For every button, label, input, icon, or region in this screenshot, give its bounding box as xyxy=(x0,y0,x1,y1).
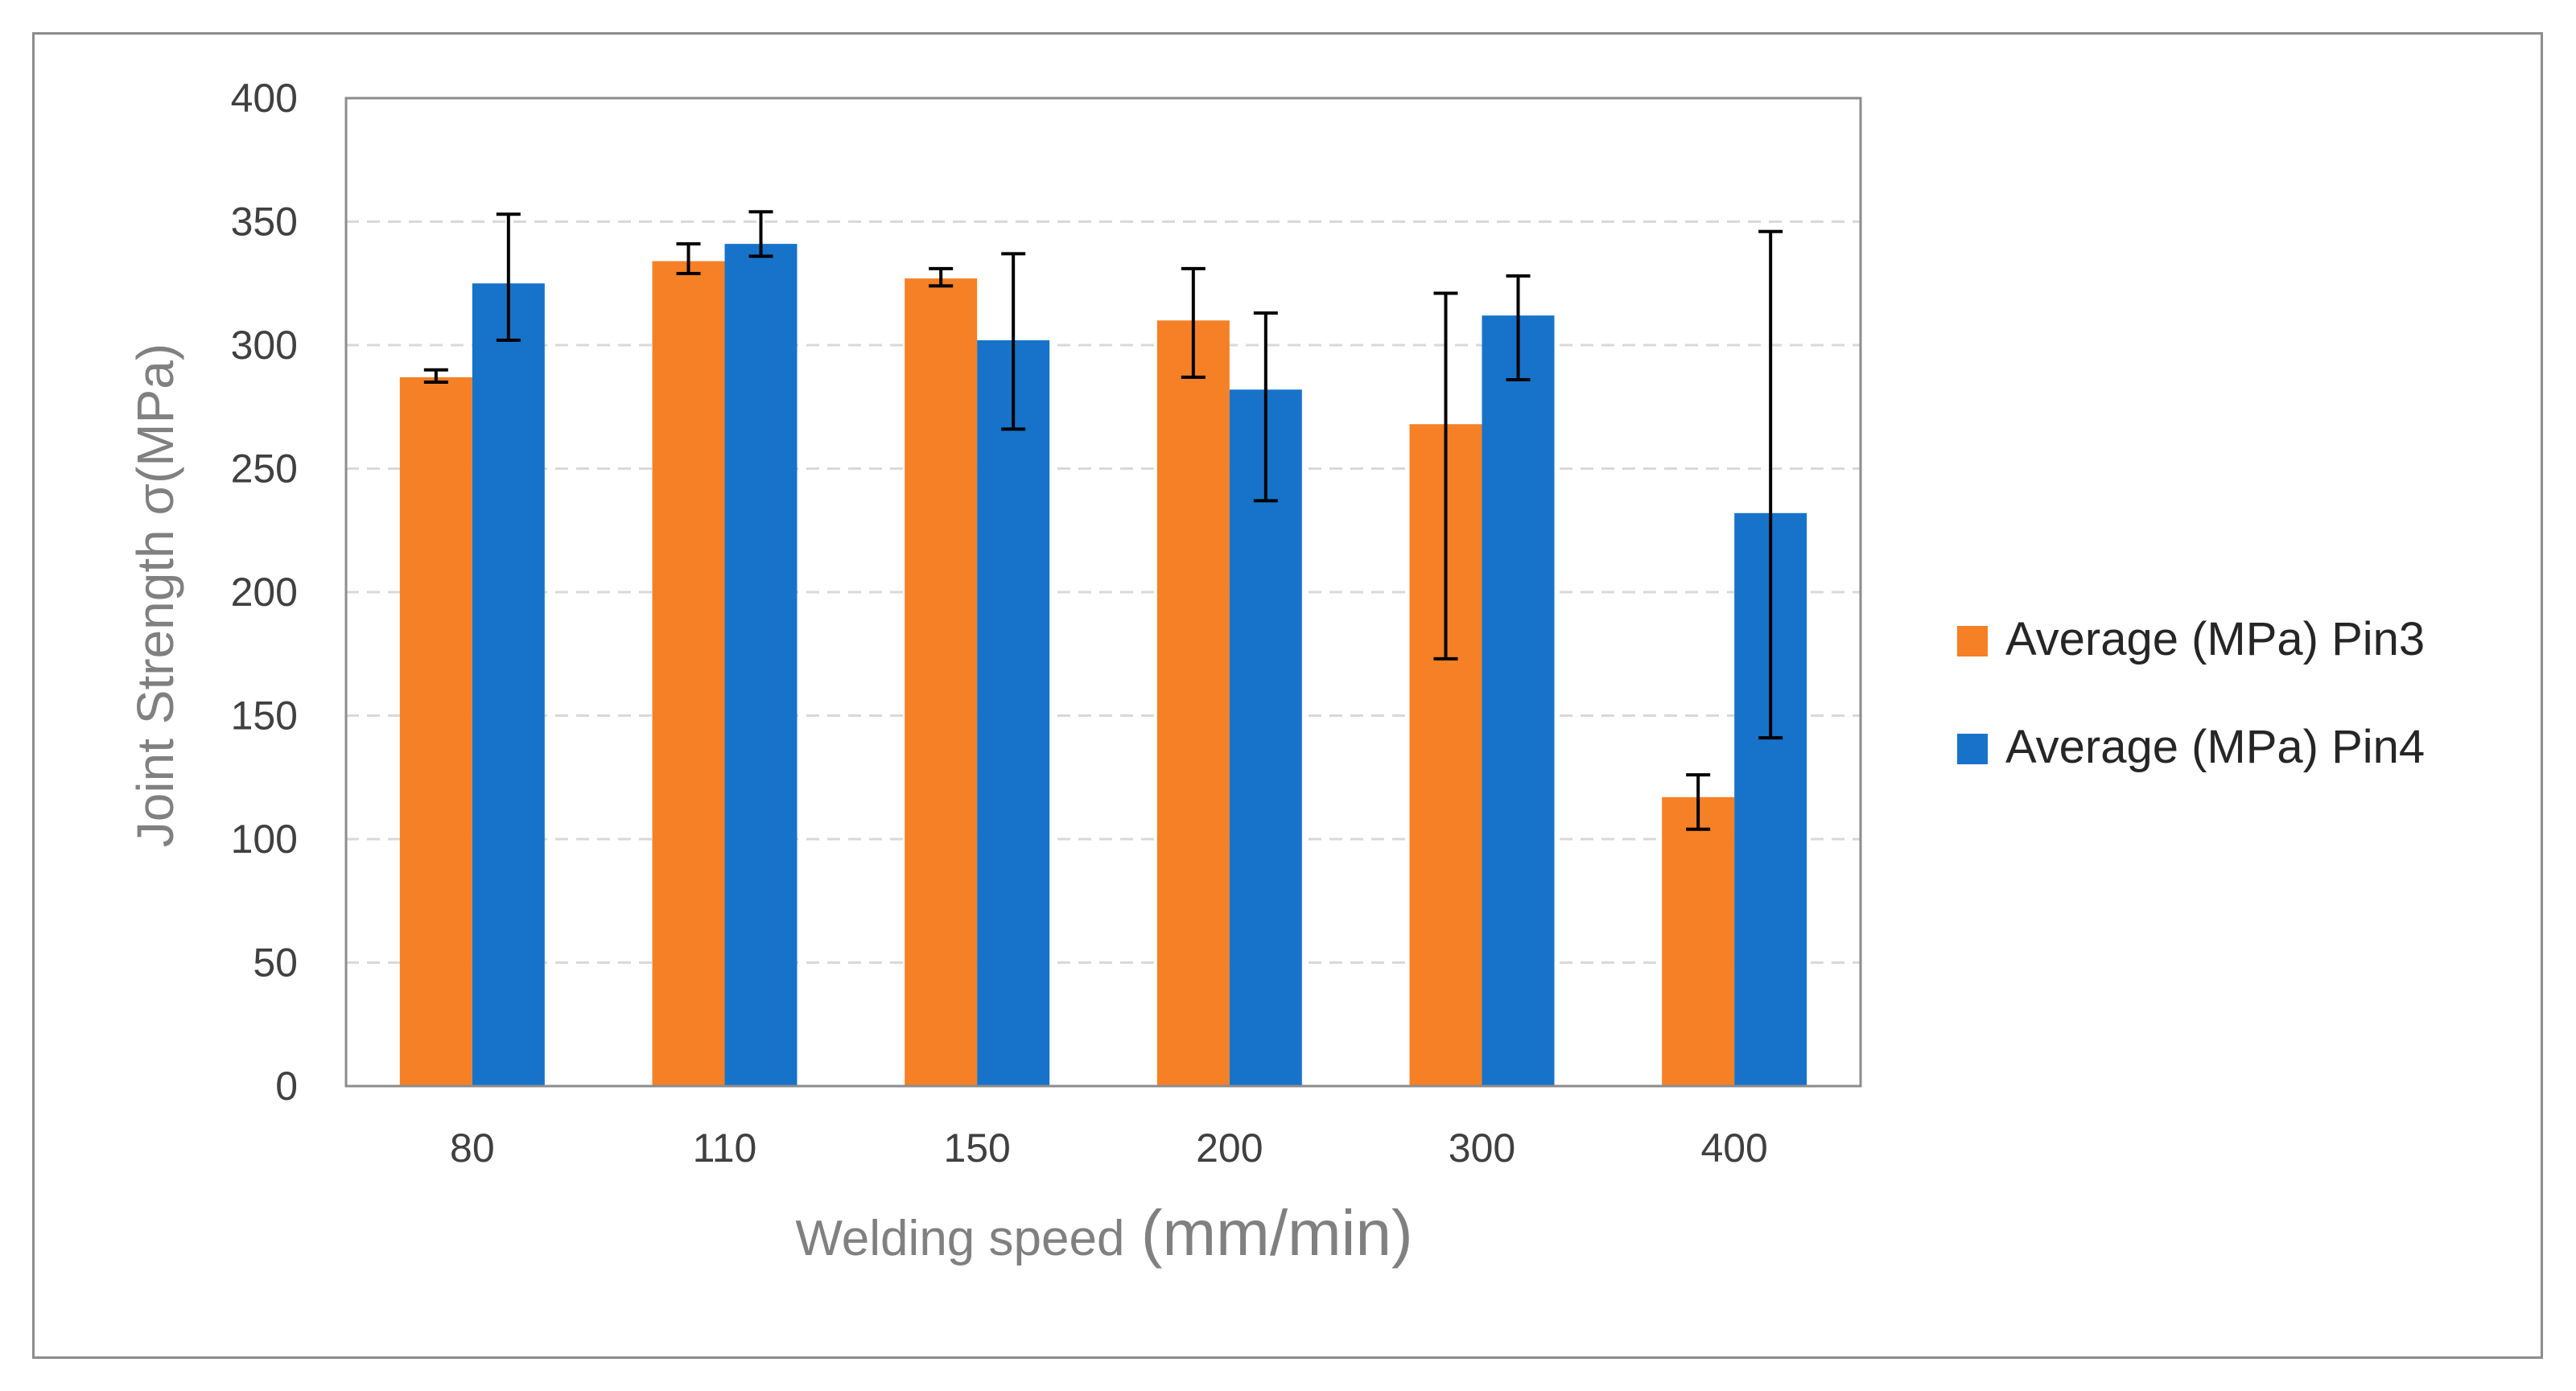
bar-pin4-300 xyxy=(1482,315,1555,1086)
error-bar-pin4-400 xyxy=(1758,229,1783,740)
y-tick-label: 150 xyxy=(231,693,298,739)
x-tick-label: 400 xyxy=(1700,1126,1767,1171)
error-bars xyxy=(423,210,1783,831)
bar-pin4-110 xyxy=(724,244,798,1086)
error-bar-pin4-300 xyxy=(1506,274,1531,381)
x-tick-label: 80 xyxy=(450,1126,495,1171)
y-axis-ticks: 0 50 100 150 200 250 300 350 400 xyxy=(231,76,298,1109)
x-axis-ticks: 80 110 150 200 300 400 xyxy=(450,1126,1768,1171)
bar-pin3-80 xyxy=(399,377,472,1086)
bar-pin4-200 xyxy=(1229,389,1302,1086)
legend-item-pin4: Average (MPa) Pin4 xyxy=(1957,721,2425,773)
error-bar-pin3-110 xyxy=(676,242,701,275)
y-tick-label: 300 xyxy=(231,323,298,368)
y-tick-label: 200 xyxy=(231,570,298,615)
legend-swatch xyxy=(1957,734,1988,764)
y-axis-title: Joint Strength σ(MPa) xyxy=(126,344,184,847)
error-bar-pin3-300 xyxy=(1433,291,1458,661)
error-bar-pin4-200 xyxy=(1253,311,1278,503)
error-bar-pin4-80 xyxy=(496,212,521,342)
legend-label: Average (MPa) Pin4 xyxy=(2005,721,2425,773)
legend-label: Average (MPa) Pin3 xyxy=(2005,613,2425,665)
x-tick-label: 200 xyxy=(1196,1126,1263,1171)
error-bar-pin3-400 xyxy=(1686,773,1711,831)
bar-pin3-150 xyxy=(905,278,978,1086)
legend-item-pin3: Average (MPa) Pin3 xyxy=(1957,613,2425,665)
bar-pin4-80 xyxy=(472,283,545,1086)
gridlines xyxy=(346,220,1861,964)
error-bar-pin3-150 xyxy=(929,266,954,288)
x-tick-label: 300 xyxy=(1449,1126,1515,1171)
y-tick-label: 400 xyxy=(231,76,298,121)
y-tick-label: 50 xyxy=(253,940,298,986)
y-tick-label: 350 xyxy=(231,200,298,245)
bar-pin3-200 xyxy=(1156,320,1230,1086)
error-bar-pin3-200 xyxy=(1181,266,1206,379)
y-tick-label: 0 xyxy=(275,1064,298,1109)
y-tick-label: 250 xyxy=(231,447,298,492)
x-tick-label: 110 xyxy=(693,1126,757,1171)
bar-pin3-110 xyxy=(652,261,725,1086)
x-axis-title-unit: (mm/min) xyxy=(1141,1197,1413,1269)
legend: Average (MPa) Pin3 Average (MPa) Pin4 xyxy=(1957,613,2425,773)
error-bar-pin4-150 xyxy=(1001,252,1026,431)
x-axis-title-label: Welding speed xyxy=(795,1211,1124,1266)
error-bar-pin3-80 xyxy=(423,368,448,385)
legend-swatch xyxy=(1957,626,1988,656)
x-tick-label: 150 xyxy=(943,1126,1010,1171)
error-bar-pin4-110 xyxy=(748,210,773,258)
bar-pin3-400 xyxy=(1662,796,1735,1086)
bars xyxy=(399,244,1807,1086)
plot-area-border xyxy=(344,97,1862,1088)
y-tick-label: 100 xyxy=(231,817,298,862)
bar-pin4-150 xyxy=(977,340,1050,1086)
x-axis-title: Welding speed (mm/min) xyxy=(795,1197,1412,1269)
